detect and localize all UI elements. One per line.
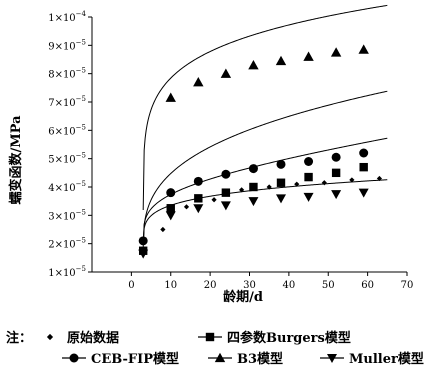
- data-point-diamond: [183, 204, 190, 210]
- data-point-triangle-up: [275, 55, 287, 66]
- data-point-triangle-down: [358, 188, 369, 198]
- data-point-triangle-down: [193, 204, 204, 214]
- legend-marker-triangle-up: [214, 352, 226, 363]
- y-ticks: 1×10−5 2×10−5 3×10−5 4×10−5 5×10−5 6×10−5 7×10…: [48, 10, 92, 279]
- data-point-square: [194, 194, 203, 203]
- data-point-square: [331, 168, 341, 178]
- data-point-square: [249, 182, 258, 192]
- data-point-square: [166, 204, 175, 213]
- x-tick-label: 40: [283, 280, 296, 291]
- x-tick-label: 30: [243, 280, 256, 291]
- data-point-triangle-up: [193, 76, 204, 87]
- data-point-circle: [138, 236, 148, 246]
- data-point-diamond: [266, 184, 272, 190]
- data-point-triangle-down: [303, 192, 314, 202]
- data-point-circle: [331, 152, 341, 162]
- data-point-diamond: [211, 197, 217, 203]
- data-point-triangle-up: [220, 68, 232, 78]
- legend-marker-square: [205, 332, 215, 342]
- y-tick-label: 7×10−5: [48, 95, 86, 109]
- data-point-triangle-down: [165, 211, 176, 221]
- legend-label: CEB-FIP模型: [91, 351, 179, 367]
- data-point-diamond: [376, 175, 383, 182]
- data-point-triangle-up: [330, 47, 342, 57]
- x-ticks: 0 10 20 30 40 50 60 70: [128, 272, 413, 291]
- legend: 注： 原始数据 四参数Burgers模型 CEB-FIP模型 B3模型 Muller模型: [6, 330, 424, 367]
- fit-curve-triangle-down: [142, 179, 388, 245]
- x-tick-label: 60: [361, 280, 374, 291]
- legend-label: B3模型: [237, 351, 283, 367]
- x-tick-label: 0: [128, 280, 134, 291]
- data-point-triangle-up: [165, 92, 176, 102]
- legend-marker-triangle-down: [327, 354, 337, 363]
- data-point-circle: [193, 176, 203, 186]
- y-tick-label: 1×10−5: [48, 265, 86, 279]
- data-point-diamond: [349, 177, 355, 183]
- data-point-triangle-down: [331, 190, 342, 200]
- y-tick-label: 9×10−5: [48, 38, 86, 52]
- legend-label: Muller模型: [349, 351, 424, 367]
- y-tick-label: 5×10−5: [48, 152, 86, 166]
- data-point-circle: [166, 188, 176, 198]
- data-point-diamond: [239, 187, 245, 193]
- data-point-circle: [359, 148, 369, 158]
- data-point-triangle-up: [248, 59, 259, 70]
- data-point-circle: [248, 164, 258, 174]
- y-tick-label: 3×10−5: [48, 208, 86, 222]
- data-point-diamond: [160, 226, 166, 233]
- fit-curve-circle: [142, 90, 388, 248]
- data-point-square: [359, 162, 368, 172]
- x-tick-label: 10: [164, 280, 177, 291]
- data-point-triangle-down: [248, 197, 259, 207]
- legend-marker-diamond: [46, 333, 54, 341]
- x-tick-label: 50: [322, 280, 335, 291]
- y-tick-label: 8×10−5: [48, 67, 86, 81]
- data-point-triangle-down: [138, 249, 149, 259]
- data-point-square: [276, 178, 286, 187]
- y-tick-label: 4×10−5: [48, 180, 86, 194]
- data-point-triangle-up: [358, 44, 369, 54]
- data-point-triangle-down: [220, 201, 231, 211]
- x-tick-label: 20: [204, 280, 217, 291]
- curves-layer: [142, 4, 388, 248]
- data-point-circle: [276, 159, 286, 169]
- y-tick-label: 6×10−5: [48, 123, 86, 137]
- legend-prefix: 注：: [6, 330, 32, 346]
- legend-label: 四参数Burgers模型: [227, 330, 351, 346]
- markers-layer: [138, 44, 383, 259]
- legend-label: 原始数据: [67, 330, 119, 346]
- y-tick-label: 2×10−5: [48, 237, 86, 251]
- data-point-square: [304, 172, 313, 182]
- data-point-circle: [304, 157, 314, 166]
- data-point-triangle-up: [303, 51, 314, 61]
- data-point-square: [221, 188, 231, 197]
- x-tick-label: 70: [401, 280, 414, 291]
- axes-layer: [91, 17, 407, 273]
- data-point-diamond: [294, 181, 300, 187]
- x-axis-label: 龄期/d: [223, 289, 263, 305]
- fit-curve-square: [142, 137, 388, 243]
- y-tick-label: 1×10−4: [48, 10, 86, 24]
- data-point-circle: [221, 169, 231, 179]
- data-point-triangle-down: [276, 194, 286, 204]
- fit-curve-triangle-up: [142, 4, 388, 210]
- data-point-diamond: [321, 180, 327, 186]
- y-axis-label: 蠕变函数/MPa: [8, 115, 24, 205]
- legend-marker-circle: [69, 353, 79, 363]
